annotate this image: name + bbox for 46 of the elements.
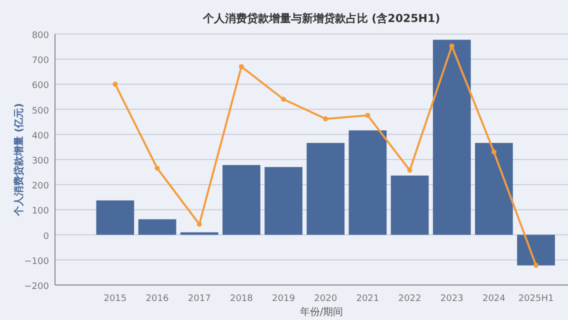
point: [281, 96, 286, 102]
point: [323, 116, 328, 122]
bar: [474, 142, 513, 235]
y-tick-label: 500: [32, 106, 50, 116]
point: [112, 82, 118, 87]
x-axis-title: 年份/期间: [300, 306, 344, 318]
bar: [432, 40, 471, 235]
x-tick-label: 2020: [314, 294, 338, 304]
x-tick-label: 2022: [398, 294, 422, 304]
y-tick-label: 0: [43, 232, 50, 242]
x-tick-label: 2015: [104, 294, 127, 304]
x-tick-label: 2017: [188, 294, 211, 304]
y-tick-label: 300: [32, 156, 50, 166]
bar: [264, 167, 302, 235]
x-tick-label: 2021: [356, 294, 380, 304]
chart-title: 个人消费贷款增量与新增贷款占比 (含2025H1): [202, 12, 440, 25]
point: [238, 64, 244, 70]
bar: [180, 232, 218, 235]
y-tick-label: −200: [24, 282, 50, 292]
y-tick-label: 200: [32, 182, 50, 192]
x-tick-label: 2016: [146, 294, 169, 304]
point: [196, 222, 202, 227]
bar: [96, 200, 134, 235]
y-tick-label: 100: [32, 206, 50, 217]
point: [365, 112, 370, 118]
y-tick-label: 400: [32, 131, 50, 142]
y-tick-label: 800: [32, 31, 50, 41]
x-tick-label: 2023: [440, 294, 464, 304]
x-tick-label: 2019: [272, 294, 296, 304]
y-tick-label: 700: [32, 56, 50, 66]
x-tick-label: 2024: [482, 294, 506, 304]
point: [534, 262, 539, 268]
bar: [306, 142, 345, 235]
bar: [138, 219, 176, 235]
point: [407, 168, 412, 173]
bar: [517, 234, 555, 266]
x-tick-label: 2025H1: [518, 294, 554, 304]
bar: [348, 130, 387, 235]
bar: [390, 176, 429, 235]
point: [491, 149, 496, 154]
bar: [222, 165, 260, 235]
x-tick-label: 2018: [230, 294, 254, 304]
y-tick-label: −100: [24, 256, 50, 267]
y-axis-title: 个人消费贷款增量 (亿元): [13, 103, 25, 217]
point: [154, 166, 160, 171]
y-tick-label: 600: [32, 81, 50, 92]
